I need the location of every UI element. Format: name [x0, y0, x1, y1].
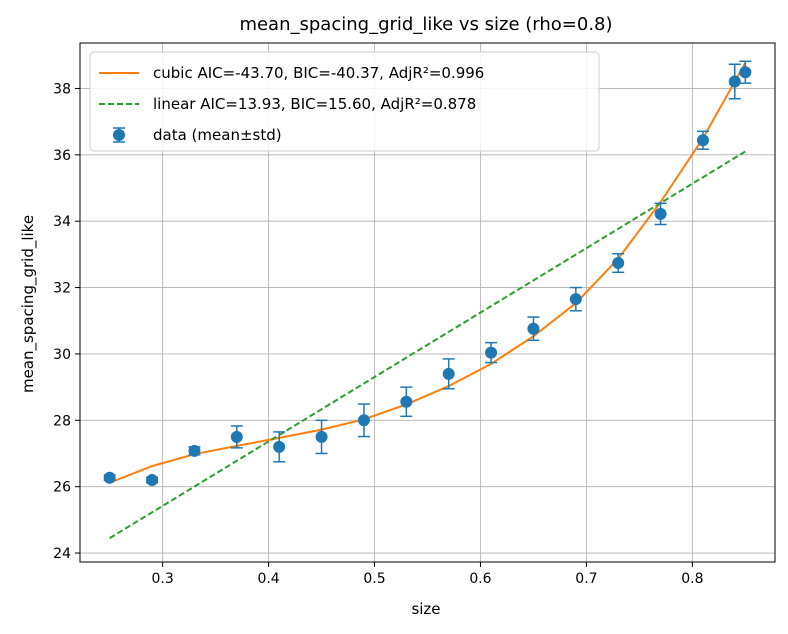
data-points [103, 60, 752, 487]
data-point [654, 207, 667, 220]
legend-entry: data (mean±std) [153, 126, 282, 144]
x-axis-ticks: 0.3 0.4 0.5 0.6 0.7 0.8 [152, 562, 703, 587]
data-point [400, 395, 413, 408]
x-axis-label: size [411, 600, 440, 618]
y-tick-label: 34 [53, 214, 71, 230]
data-point [230, 430, 243, 443]
legend-entry: cubic AIC=-43.70, BIC=-40.37, AdjR²=0.99… [153, 64, 484, 82]
data-point [527, 322, 540, 335]
data-point [273, 440, 286, 453]
x-tick-label: 0.3 [152, 571, 174, 587]
chart-title: mean_spacing_grid_like vs size (rho=0.8) [239, 14, 612, 35]
x-tick-label: 0.6 [469, 571, 491, 587]
y-axis-label: mean_spacing_grid_like [19, 215, 38, 393]
legend-handle-marker [113, 129, 125, 141]
linear-fit-line [109, 150, 746, 539]
x-tick-label: 0.5 [363, 571, 385, 587]
data-point [739, 66, 752, 79]
y-tick-label: 32 [53, 281, 71, 297]
y-tick-label: 30 [53, 347, 71, 363]
data-point [442, 367, 455, 380]
legend: cubic AIC=-43.70, BIC=-40.37, AdjR²=0.99… [89, 51, 600, 152]
data-point [357, 414, 370, 427]
plot-frame [79, 42, 776, 563]
y-tick-label: 36 [53, 148, 71, 164]
data-point [569, 293, 582, 306]
y-tick-label: 28 [53, 413, 71, 429]
y-axis-ticks: 24 26 28 30 32 34 36 38 [53, 81, 80, 562]
data-point [696, 134, 709, 147]
x-tick-label: 0.8 [681, 571, 703, 587]
data-point [146, 474, 159, 487]
data-point [728, 75, 741, 88]
y-tick-label: 24 [53, 546, 71, 562]
x-tick-label: 0.7 [575, 571, 597, 587]
plot-marks [103, 60, 752, 539]
data-point [103, 471, 116, 484]
y-tick-label: 26 [53, 480, 71, 496]
data-point [315, 430, 328, 443]
data-point [188, 444, 201, 457]
data-point [612, 257, 625, 270]
legend-entry: linear AIC=13.93, BIC=15.60, AdjR²=0.878 [153, 95, 476, 113]
x-tick-label: 0.4 [257, 571, 279, 587]
cubic-fit-line [109, 62, 747, 484]
legend-box [89, 51, 600, 152]
y-tick-label: 38 [53, 81, 71, 97]
data-point [485, 346, 498, 359]
